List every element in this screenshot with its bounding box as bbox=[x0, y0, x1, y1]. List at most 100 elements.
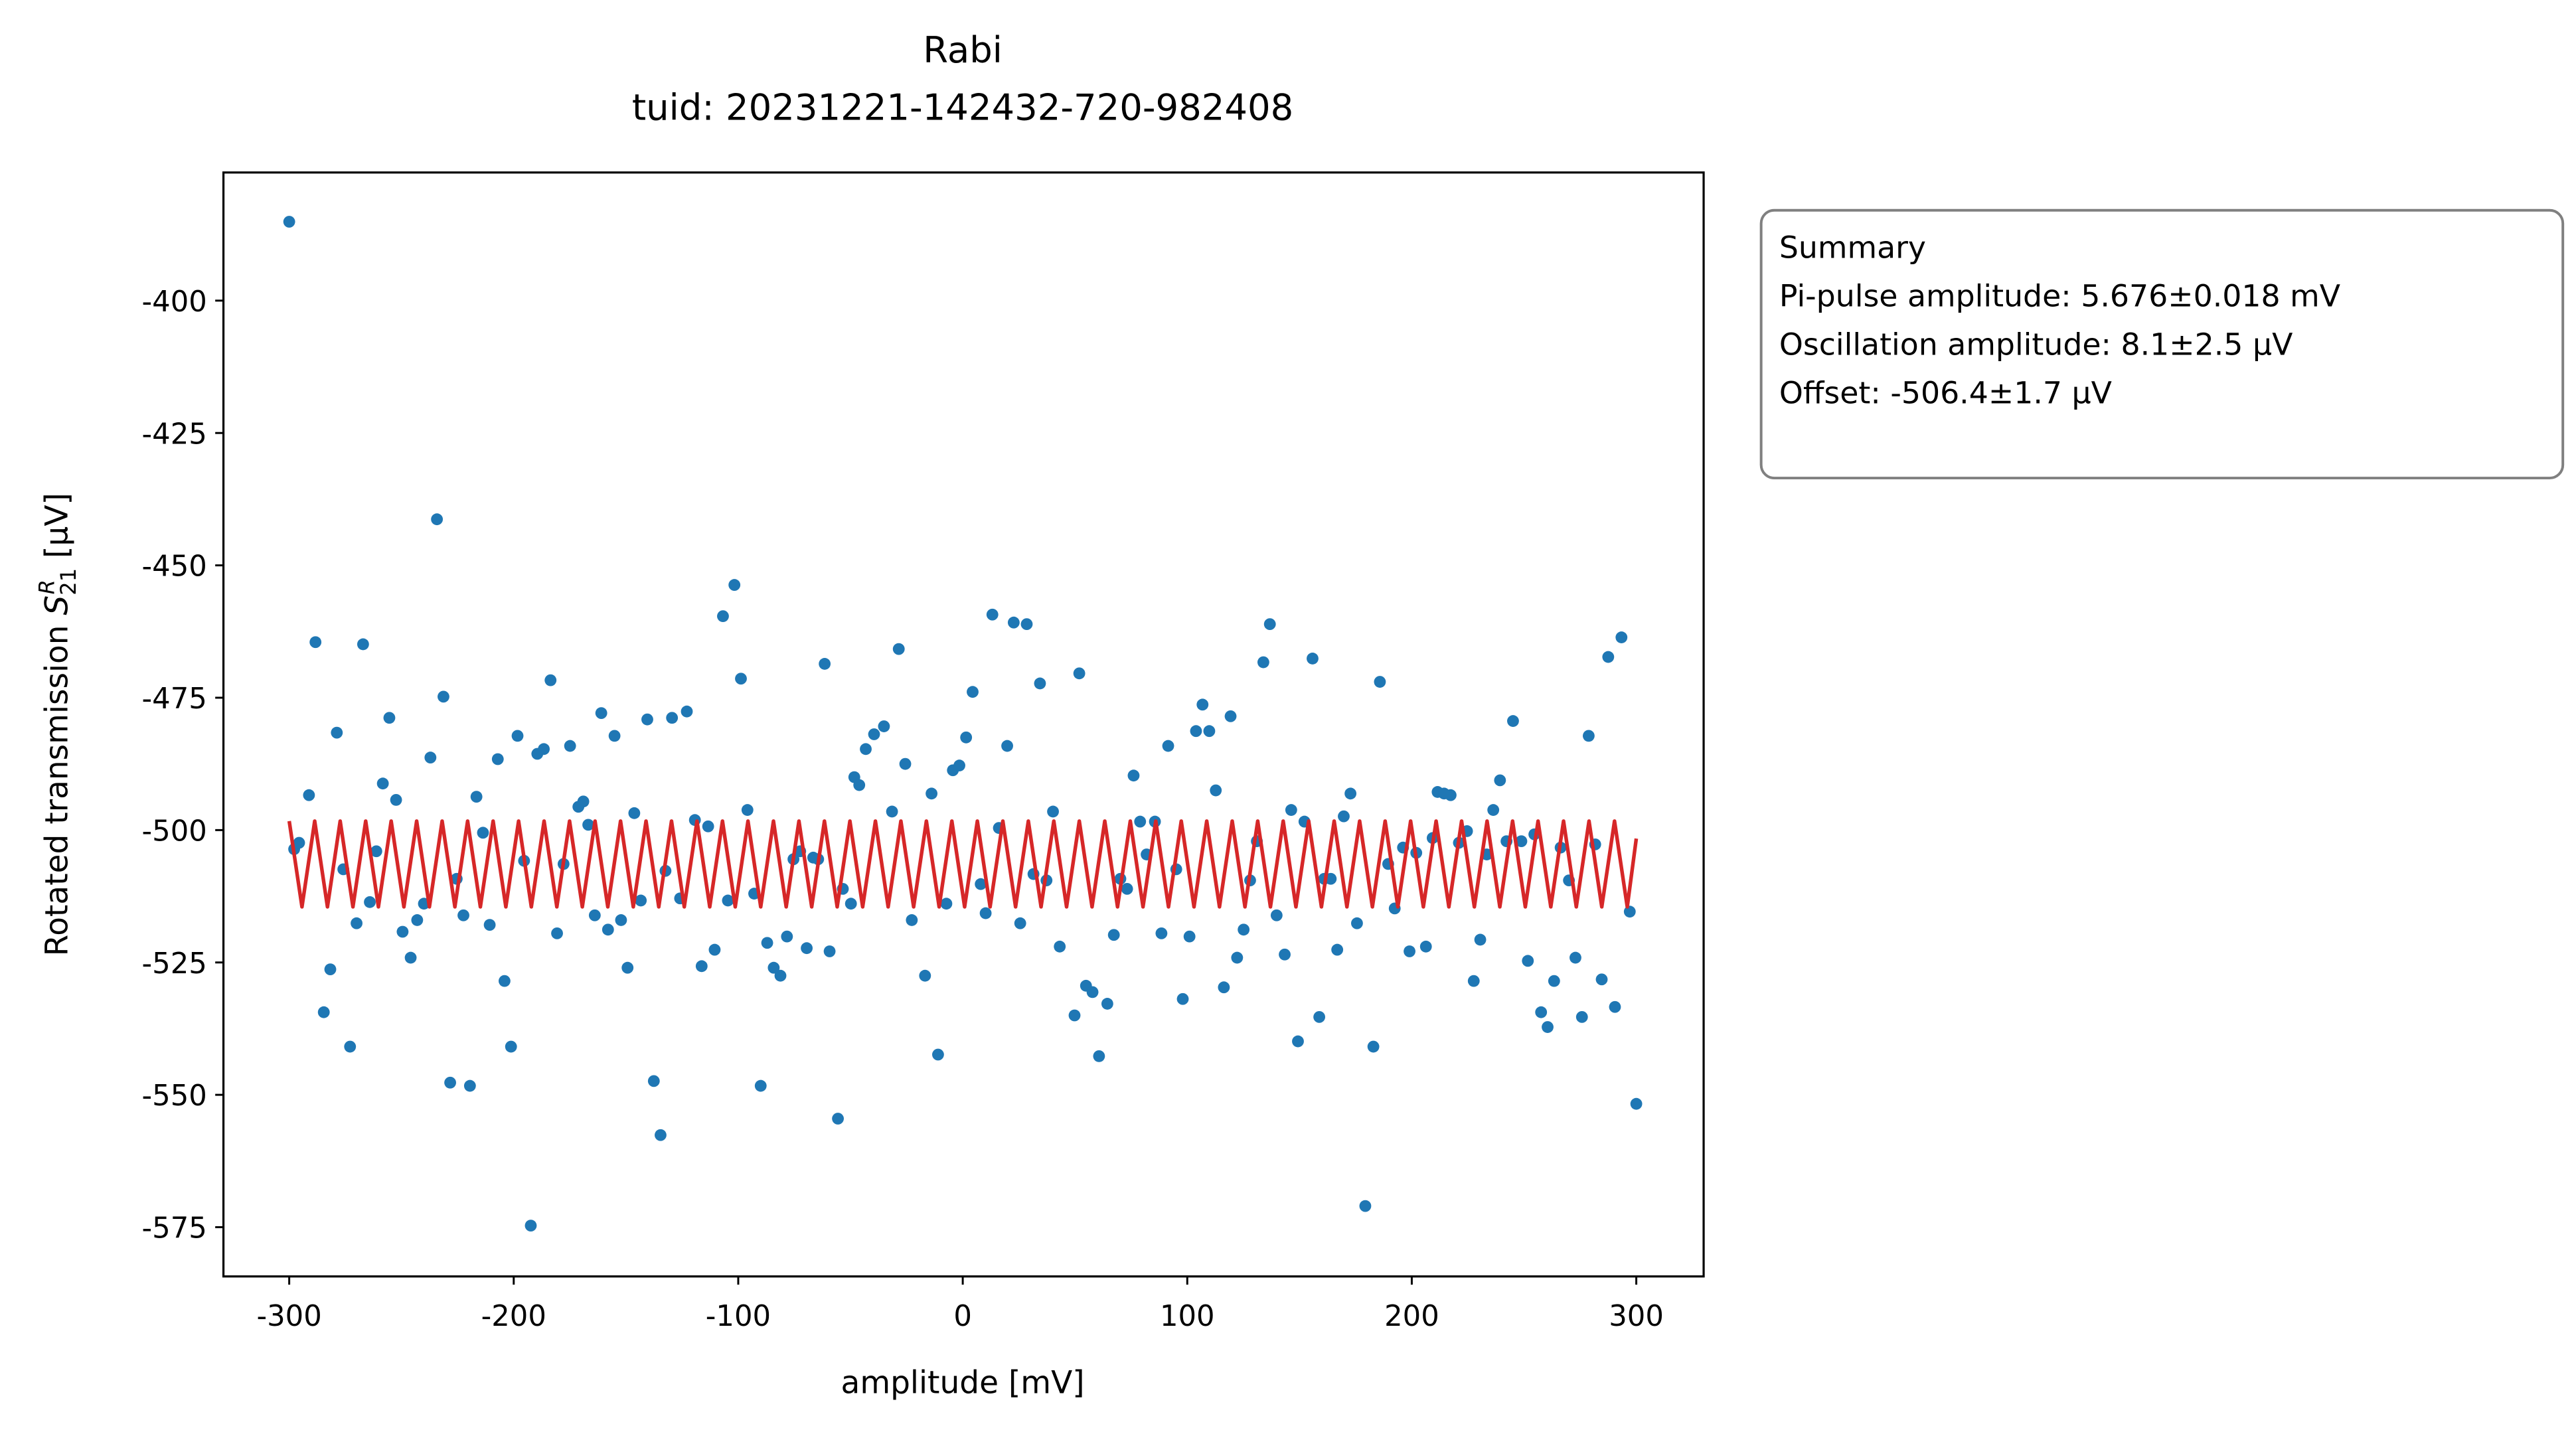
data-point bbox=[1285, 804, 1297, 816]
data-point bbox=[309, 636, 322, 649]
data-point bbox=[1359, 1200, 1372, 1212]
data-point bbox=[761, 937, 773, 949]
x-tick-label: -300 bbox=[256, 1300, 321, 1333]
annotation-line: Summary bbox=[1779, 230, 1926, 265]
data-point bbox=[431, 513, 443, 526]
y-tick-label: -500 bbox=[142, 815, 207, 848]
data-point bbox=[1630, 1097, 1643, 1110]
y-label-text: Rotated transmission bbox=[39, 625, 75, 956]
data-point bbox=[602, 923, 614, 936]
data-point bbox=[1190, 725, 1202, 738]
data-point bbox=[1602, 651, 1615, 663]
annotation-line: Oscillation amplitude: 8.1±2.5 μV bbox=[1779, 327, 2293, 362]
data-point bbox=[878, 720, 890, 732]
data-point bbox=[1155, 927, 1168, 939]
plot-area bbox=[283, 216, 1643, 1232]
data-point bbox=[986, 608, 999, 621]
data-point bbox=[1001, 740, 1013, 752]
data-point bbox=[1542, 1021, 1554, 1033]
data-point bbox=[767, 961, 780, 974]
data-point bbox=[1162, 740, 1174, 752]
data-point bbox=[1203, 725, 1216, 738]
data-point bbox=[1047, 805, 1059, 818]
data-point bbox=[511, 730, 524, 742]
data-point bbox=[967, 686, 979, 698]
data-point bbox=[477, 827, 489, 839]
data-point bbox=[886, 805, 898, 818]
data-point bbox=[376, 777, 389, 790]
data-point bbox=[781, 930, 793, 943]
data-point bbox=[1522, 955, 1534, 967]
y-tick-label: -525 bbox=[142, 947, 207, 981]
data-point bbox=[1582, 730, 1595, 742]
data-point bbox=[1183, 930, 1196, 943]
data-point bbox=[1014, 917, 1026, 929]
y-tick-label: -575 bbox=[142, 1212, 207, 1245]
x-tick-label: -100 bbox=[706, 1300, 771, 1333]
data-point bbox=[953, 759, 965, 771]
data-point bbox=[754, 1079, 767, 1092]
data-point bbox=[1487, 804, 1500, 816]
data-point bbox=[588, 909, 601, 921]
data-point bbox=[722, 894, 734, 907]
data-point bbox=[364, 896, 376, 908]
data-point bbox=[774, 969, 787, 982]
data-point bbox=[1263, 618, 1276, 631]
data-point bbox=[1196, 698, 1209, 711]
data-point bbox=[411, 914, 424, 926]
data-point bbox=[1270, 909, 1283, 921]
data-point bbox=[463, 1079, 476, 1092]
data-point bbox=[577, 795, 590, 808]
data-point bbox=[1595, 973, 1608, 986]
data-point bbox=[404, 951, 417, 964]
data-point bbox=[499, 975, 511, 987]
data-point bbox=[702, 820, 714, 833]
data-point bbox=[1176, 993, 1189, 1005]
data-point bbox=[1404, 945, 1415, 957]
data-point bbox=[979, 907, 992, 919]
data-point bbox=[438, 690, 449, 703]
data-point bbox=[819, 658, 831, 670]
annotation-box bbox=[1759, 208, 2565, 480]
y-tick-label: -425 bbox=[142, 418, 207, 451]
data-point bbox=[1338, 810, 1350, 823]
data-point bbox=[544, 674, 557, 686]
data-point bbox=[582, 819, 594, 831]
data-point bbox=[845, 898, 857, 910]
y-label-unit: [μV] bbox=[39, 493, 75, 558]
x-tick-label: 200 bbox=[1384, 1300, 1439, 1333]
y-label-symbol: S bbox=[39, 596, 75, 615]
data-point bbox=[424, 752, 437, 763]
data-point bbox=[1351, 917, 1363, 929]
data-point bbox=[868, 728, 880, 740]
data-point bbox=[1507, 715, 1519, 727]
x-tick-label: 100 bbox=[1160, 1300, 1215, 1333]
data-point bbox=[1007, 616, 1020, 629]
data-point bbox=[681, 705, 693, 718]
data-point bbox=[621, 961, 634, 974]
data-point bbox=[303, 789, 315, 801]
data-point bbox=[1034, 677, 1046, 690]
data-point bbox=[317, 1006, 330, 1018]
data-point bbox=[1107, 929, 1120, 941]
data-point bbox=[899, 757, 912, 770]
data-point bbox=[647, 1075, 660, 1087]
chart-title: Rabi bbox=[923, 29, 1003, 71]
data-point bbox=[1367, 1040, 1380, 1053]
data-point bbox=[1086, 986, 1099, 998]
data-point bbox=[1467, 975, 1480, 987]
y-tick-label: -450 bbox=[142, 550, 207, 584]
data-point bbox=[457, 909, 469, 921]
data-point bbox=[444, 1076, 456, 1089]
data-point bbox=[717, 610, 729, 623]
data-point bbox=[351, 917, 362, 929]
data-point bbox=[615, 914, 627, 926]
data-point bbox=[608, 730, 621, 742]
data-point bbox=[1344, 787, 1357, 800]
data-point bbox=[396, 925, 409, 938]
data-point bbox=[1068, 1009, 1081, 1022]
data-point bbox=[370, 845, 382, 858]
data-point bbox=[932, 1048, 944, 1061]
data-point bbox=[853, 779, 866, 791]
